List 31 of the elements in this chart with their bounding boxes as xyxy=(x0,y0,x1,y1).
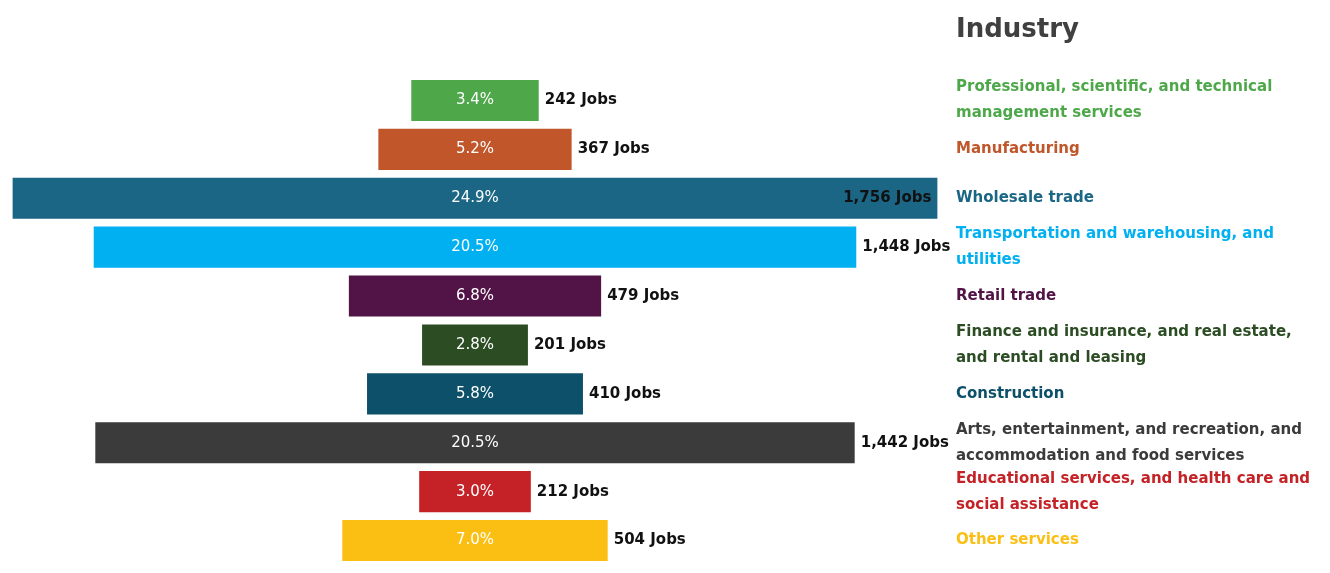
category-label: Finance and insurance, and real estate, and rental and leasing xyxy=(956,321,1292,366)
category-label: Educational services, and health care and social assistance xyxy=(956,468,1311,513)
data-label: 20.5% xyxy=(451,237,499,256)
category-label: Construction xyxy=(956,383,1065,402)
data-label: 504 Jobs xyxy=(613,530,686,549)
legend-title: Industry xyxy=(956,12,1080,43)
data-label: 367 Jobs xyxy=(577,139,650,158)
data-label: 3.4% xyxy=(455,90,495,109)
data-label: 242 Jobs xyxy=(544,90,617,109)
category-label: Wholesale trade xyxy=(956,188,1095,207)
category-label: Manufacturing xyxy=(956,139,1080,158)
data-label: 3.0% xyxy=(455,481,495,500)
category-label: Other services xyxy=(956,530,1079,549)
data-label: 20.5% xyxy=(451,432,499,451)
data-label: 212 Jobs xyxy=(536,481,609,500)
data-label: 1,448 Jobs xyxy=(862,237,951,256)
data-label: 24.9% xyxy=(451,188,499,207)
category-label: Professional, scientific, and technical management services xyxy=(956,77,1273,122)
data-label: 201 Jobs xyxy=(533,334,607,353)
data-label: 1,756 Jobs xyxy=(843,188,932,207)
data-label: 5.2% xyxy=(455,139,495,158)
data-label: 2.8% xyxy=(455,334,495,353)
data-label: 6.8% xyxy=(455,285,495,304)
data-label: 1,442 Jobs xyxy=(860,432,949,451)
category-label: Retail trade xyxy=(956,285,1057,304)
data-label: 410 Jobs xyxy=(588,383,662,402)
category-label: Arts, entertainment, and recreation, and accommodation and food services xyxy=(956,419,1302,464)
data-label: 7.0% xyxy=(455,530,495,549)
data-label: 479 Jobs xyxy=(607,285,680,304)
data-label: 5.8% xyxy=(455,383,495,402)
category-label: Transportation and warehousing, and utilities xyxy=(956,224,1274,269)
